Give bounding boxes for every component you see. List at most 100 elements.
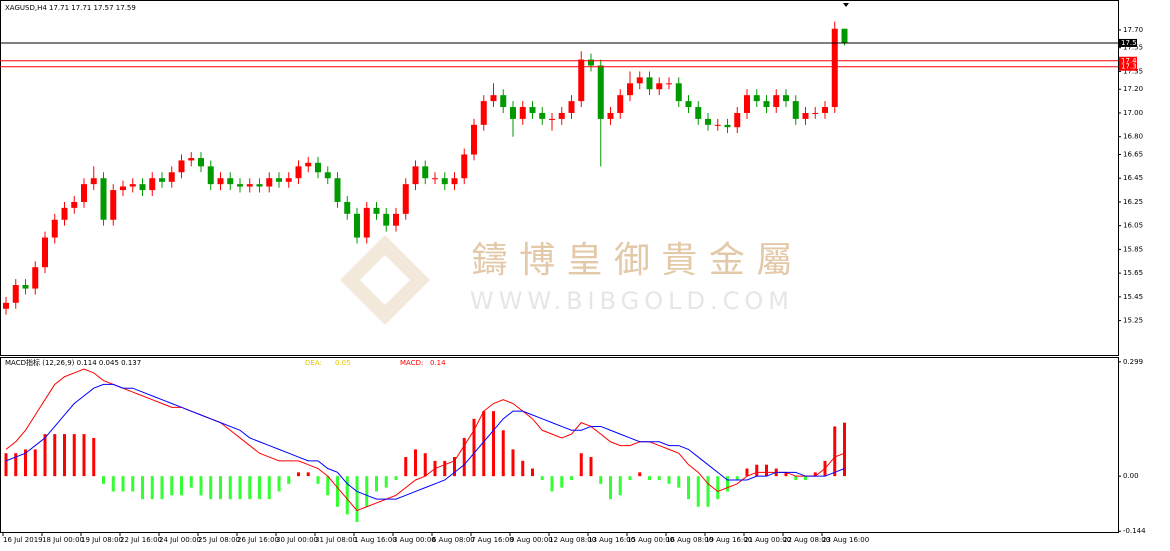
x-tick-label: 16 Aug 08:00 [666,536,713,544]
macd-bar [472,418,476,477]
macd-bar [531,468,534,477]
candle-body [461,154,468,179]
candle-body [432,178,438,180]
macd-bar [404,457,408,477]
macd-bar [121,476,125,492]
watermark: 鑄 博 皇 御 貴 金 屬 [472,240,793,281]
candle-body [393,213,399,226]
candle-body [198,158,204,167]
macd-bar [53,434,57,477]
candle-body [354,213,360,238]
candle-body [402,184,409,214]
macd-bar [657,476,661,480]
price-label-bg [1119,62,1137,71]
x-tick-label: 21 Aug 00:00 [744,536,791,544]
candle-body [656,83,663,90]
macd-bar [804,476,807,480]
macd-bar [501,430,505,477]
macd-bar [745,468,749,477]
candle-body [51,219,58,238]
macd-bar [219,476,222,500]
candle-body [276,178,282,182]
watermark-url: WWW.BIBGOLD.COM [470,287,794,315]
macd-bar [297,472,300,477]
candle-body [22,285,29,289]
macd-bar [726,476,729,492]
main-panel [0,0,1119,356]
candle-body [178,160,185,173]
candle-body [373,207,380,214]
candle-body [792,101,799,119]
price-label-bg [1119,56,1137,65]
macd-bar [102,476,105,484]
candle-body [451,178,458,185]
macd-bar [492,411,495,477]
candle-body [159,178,165,182]
price-label: 17.39 [1121,63,1141,71]
candle-body [363,207,370,238]
price-label-bg [1119,38,1137,47]
macd-bar [33,449,37,477]
candle-body [237,184,243,187]
candle-body [383,213,390,226]
candle-body [714,124,721,126]
candle-body [334,178,341,202]
candle-body [471,124,477,155]
candle-body [422,166,429,179]
y-tick-label: 16.25 [1123,198,1143,206]
x-tick-label: 15 Aug 00:00 [627,536,674,544]
macd-bar [375,476,378,492]
y-tick-label: 17.70 [1123,26,1143,34]
shift-marker [843,3,849,7]
candle-body [627,83,633,96]
candle-body [802,112,809,119]
macd-bar [511,449,515,477]
macd-bar [199,476,203,496]
price-label: 17.44 [1121,57,1142,65]
macd-bar [238,476,242,500]
macd-bar [453,457,456,477]
candle-body [744,95,750,113]
macd-bar [716,476,720,500]
macd-bar [696,476,700,507]
candle-body [3,302,9,309]
candle-body [256,184,263,187]
macd-bar [92,437,96,477]
candle-body [539,112,546,119]
macd-bar [82,434,86,477]
x-tick-label: 31 Jul 08:00 [315,536,357,544]
macd-bar [813,472,817,477]
macd-bar [609,476,612,500]
candle-body [646,77,653,90]
candle-body [120,186,126,191]
candle-body [441,178,448,185]
candle-body [812,112,819,114]
candle-body [519,107,526,119]
macd-bar [258,476,261,500]
candle-body [246,184,253,187]
macd-bar [843,422,846,477]
x-tick-label: 13 Aug 16:00 [588,536,635,544]
y-tick-label: 17.35 [1123,67,1143,75]
x-tick-label: 23 Aug 16:00 [822,536,869,544]
macd-bar [189,476,193,488]
y-tick-label: 17.20 [1123,85,1143,93]
macd-bar [14,453,18,477]
macd-bar [160,476,164,500]
y-tick-label: 15.65 [1123,269,1143,277]
macd-bar [63,434,66,477]
candle-body [822,107,828,113]
candle-body [217,178,224,185]
candle-body [149,178,156,191]
macd-bar [355,476,359,523]
x-tick-label: 22 Aug 08:00 [783,536,830,544]
legend-value: 0.14 [430,359,446,367]
macd-bar [170,476,174,496]
macd-bar [589,457,593,477]
macd-bar [706,476,710,507]
candle-body [490,95,497,102]
candle-body [558,112,565,119]
macd-bar [141,476,144,500]
macd-bar [248,476,252,500]
